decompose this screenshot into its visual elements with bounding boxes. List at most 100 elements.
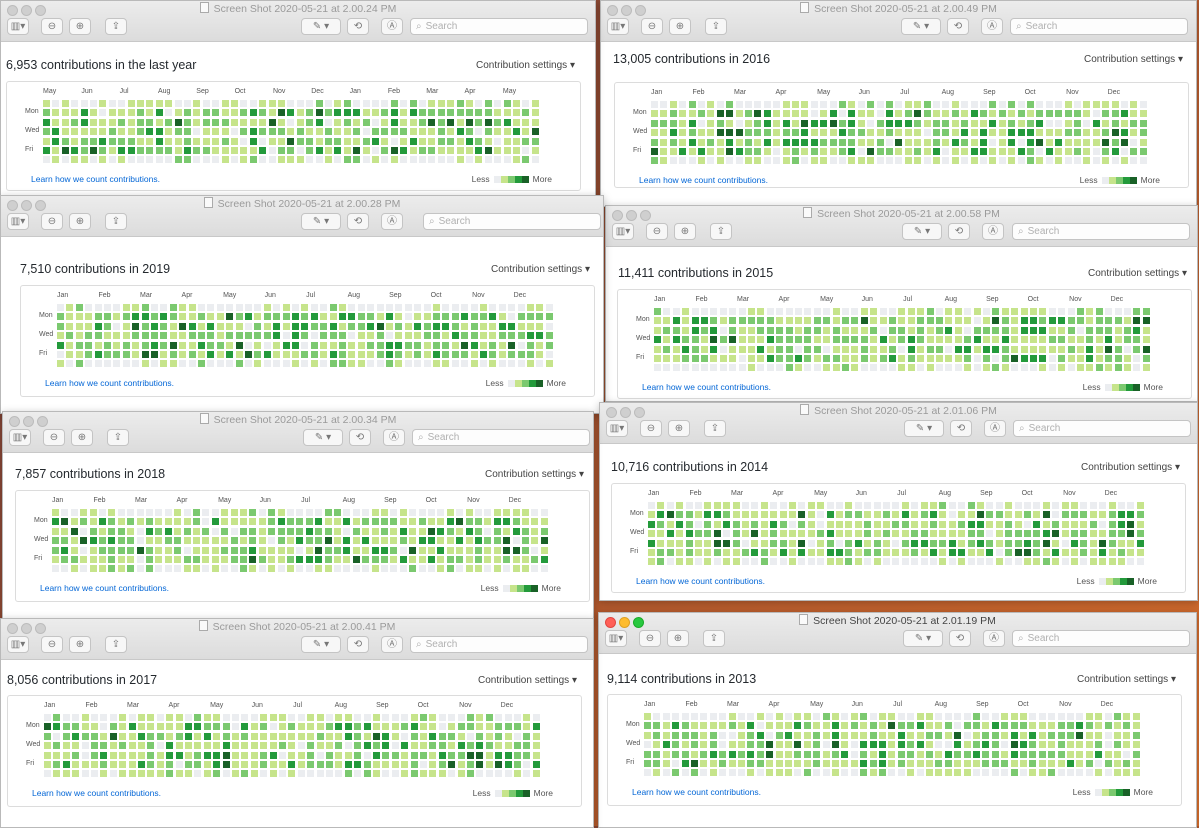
contribution-day-cell[interactable] <box>1132 741 1140 749</box>
contribution-day-cell[interactable] <box>381 137 389 145</box>
contribution-day-cell[interactable] <box>1136 530 1144 538</box>
contribution-day-cell[interactable] <box>52 118 60 126</box>
contribution-day-cell[interactable] <box>738 345 746 353</box>
contribution-day-cell[interactable] <box>146 137 154 145</box>
contribution-day-cell[interactable] <box>898 326 906 334</box>
contribution-day-cell[interactable] <box>354 770 362 778</box>
sidebar-toggle-button[interactable]: ▥▾ <box>606 420 628 437</box>
contribution-day-cell[interactable] <box>728 769 736 777</box>
contribution-day-cell[interactable] <box>792 157 799 165</box>
learn-how-we-count-link[interactable]: Learn how we count contributions. <box>40 582 169 593</box>
contribution-day-cell[interactable] <box>1127 530 1135 538</box>
contribution-day-cell[interactable] <box>989 110 997 118</box>
contribution-day-cell[interactable] <box>836 539 843 547</box>
contribution-day-cell[interactable] <box>66 332 74 340</box>
contribution-day-cell[interactable] <box>904 148 912 155</box>
contribution-day-cell[interactable] <box>362 109 370 117</box>
contribution-day-cell[interactable] <box>870 308 878 315</box>
contribution-day-cell[interactable] <box>794 713 802 720</box>
contribution-day-cell[interactable] <box>698 119 705 127</box>
contribution-day-cell[interactable] <box>91 751 98 759</box>
contribution-day-cell[interactable] <box>75 313 83 321</box>
contribution-day-cell[interactable] <box>763 101 771 108</box>
contribution-day-cell[interactable] <box>907 769 915 777</box>
contribution-day-cell[interactable] <box>367 304 375 311</box>
contribution-day-cell[interactable] <box>363 732 371 740</box>
contribution-day-cell[interactable] <box>1089 502 1097 509</box>
contribution-settings-dropdown[interactable]: Contribution settings ▾ <box>1088 268 1187 279</box>
contribution-day-cell[interactable] <box>1124 345 1131 353</box>
contribution-day-cell[interactable] <box>995 549 1003 556</box>
contribution-day-cell[interactable] <box>94 351 102 358</box>
contribution-day-cell[interactable] <box>245 351 252 358</box>
contribution-day-cell[interactable] <box>188 304 196 311</box>
contribution-day-cell[interactable] <box>390 128 398 136</box>
contribution-day-cell[interactable] <box>898 336 906 344</box>
contribution-day-cell[interactable] <box>770 502 778 509</box>
contribution-day-cell[interactable] <box>127 128 135 136</box>
contribution-day-cell[interactable] <box>813 760 821 767</box>
contribution-day-cell[interactable] <box>967 502 975 509</box>
contribution-day-cell[interactable] <box>1033 520 1041 528</box>
contribution-day-cell[interactable] <box>70 546 78 554</box>
contribution-day-cell[interactable] <box>221 118 229 126</box>
contribution-day-cell[interactable] <box>437 128 445 136</box>
contribution-day-cell[interactable] <box>860 769 868 777</box>
contribution-day-cell[interactable] <box>688 101 696 108</box>
contribution-day-cell[interactable] <box>676 530 684 538</box>
contribution-day-cell[interactable] <box>268 147 276 154</box>
contribution-day-cell[interactable] <box>1052 539 1060 547</box>
contribution-day-cell[interactable] <box>193 537 200 545</box>
contribution-day-cell[interactable] <box>71 118 79 126</box>
contribution-day-cell[interactable] <box>845 511 853 519</box>
contribution-day-cell[interactable] <box>1024 539 1031 547</box>
contribution-day-cell[interactable] <box>713 502 721 509</box>
contribution-day-cell[interactable] <box>789 520 796 528</box>
contribution-day-cell[interactable] <box>867 129 875 137</box>
rotate-button[interactable]: ⟲ <box>349 429 371 446</box>
contribution-day-cell[interactable] <box>254 313 262 321</box>
contribution-day-cell[interactable] <box>807 539 815 547</box>
contribution-day-cell[interactable] <box>335 723 343 731</box>
contribution-day-cell[interactable] <box>954 769 962 777</box>
contribution-day-cell[interactable] <box>1077 308 1084 315</box>
contribution-day-cell[interactable] <box>532 714 540 721</box>
contribution-day-cell[interactable] <box>879 713 886 720</box>
contribution-day-cell[interactable] <box>688 157 696 165</box>
contribution-day-cell[interactable] <box>258 537 266 545</box>
contribution-day-cell[interactable] <box>961 119 969 127</box>
contribution-day-cell[interactable] <box>719 713 727 720</box>
contribution-day-cell[interactable] <box>85 351 93 358</box>
contribution-day-cell[interactable] <box>848 101 856 108</box>
contribution-day-cell[interactable] <box>371 537 379 545</box>
contribution-day-cell[interactable] <box>53 761 61 768</box>
contribution-day-cell[interactable] <box>287 527 294 535</box>
contribution-day-cell[interactable] <box>973 364 981 372</box>
contribution-day-cell[interactable] <box>235 351 243 358</box>
contribution-day-cell[interactable] <box>166 751 174 759</box>
contribution-day-cell[interactable] <box>992 317 1000 325</box>
contribution-day-cell[interactable] <box>287 137 295 145</box>
contribution-day-cell[interactable] <box>514 732 521 740</box>
contribution-day-cell[interactable] <box>1121 138 1128 146</box>
contribution-day-cell[interactable] <box>446 518 454 526</box>
contribution-day-cell[interactable] <box>437 518 445 526</box>
contribution-day-cell[interactable] <box>926 769 933 777</box>
contribution-day-cell[interactable] <box>203 751 211 759</box>
contribution-day-cell[interactable] <box>53 714 61 721</box>
contribution-day-cell[interactable] <box>876 119 884 127</box>
contribution-day-cell[interactable] <box>362 128 370 136</box>
contribution-day-cell[interactable] <box>779 530 787 538</box>
contribution-day-cell[interactable] <box>118 109 126 117</box>
contribution-day-cell[interactable] <box>1061 539 1069 547</box>
contribution-day-cell[interactable] <box>1095 308 1103 315</box>
contribution-day-cell[interactable] <box>185 770 192 778</box>
contribution-day-cell[interactable] <box>1038 713 1046 720</box>
contribution-day-cell[interactable] <box>467 723 474 731</box>
contribution-day-cell[interactable] <box>391 761 399 768</box>
contribution-day-cell[interactable] <box>860 713 868 720</box>
contribution-day-cell[interactable] <box>193 137 201 145</box>
contribution-day-cell[interactable] <box>428 527 435 535</box>
contribution-day-cell[interactable] <box>90 147 97 154</box>
contribution-day-cell[interactable] <box>517 304 525 311</box>
